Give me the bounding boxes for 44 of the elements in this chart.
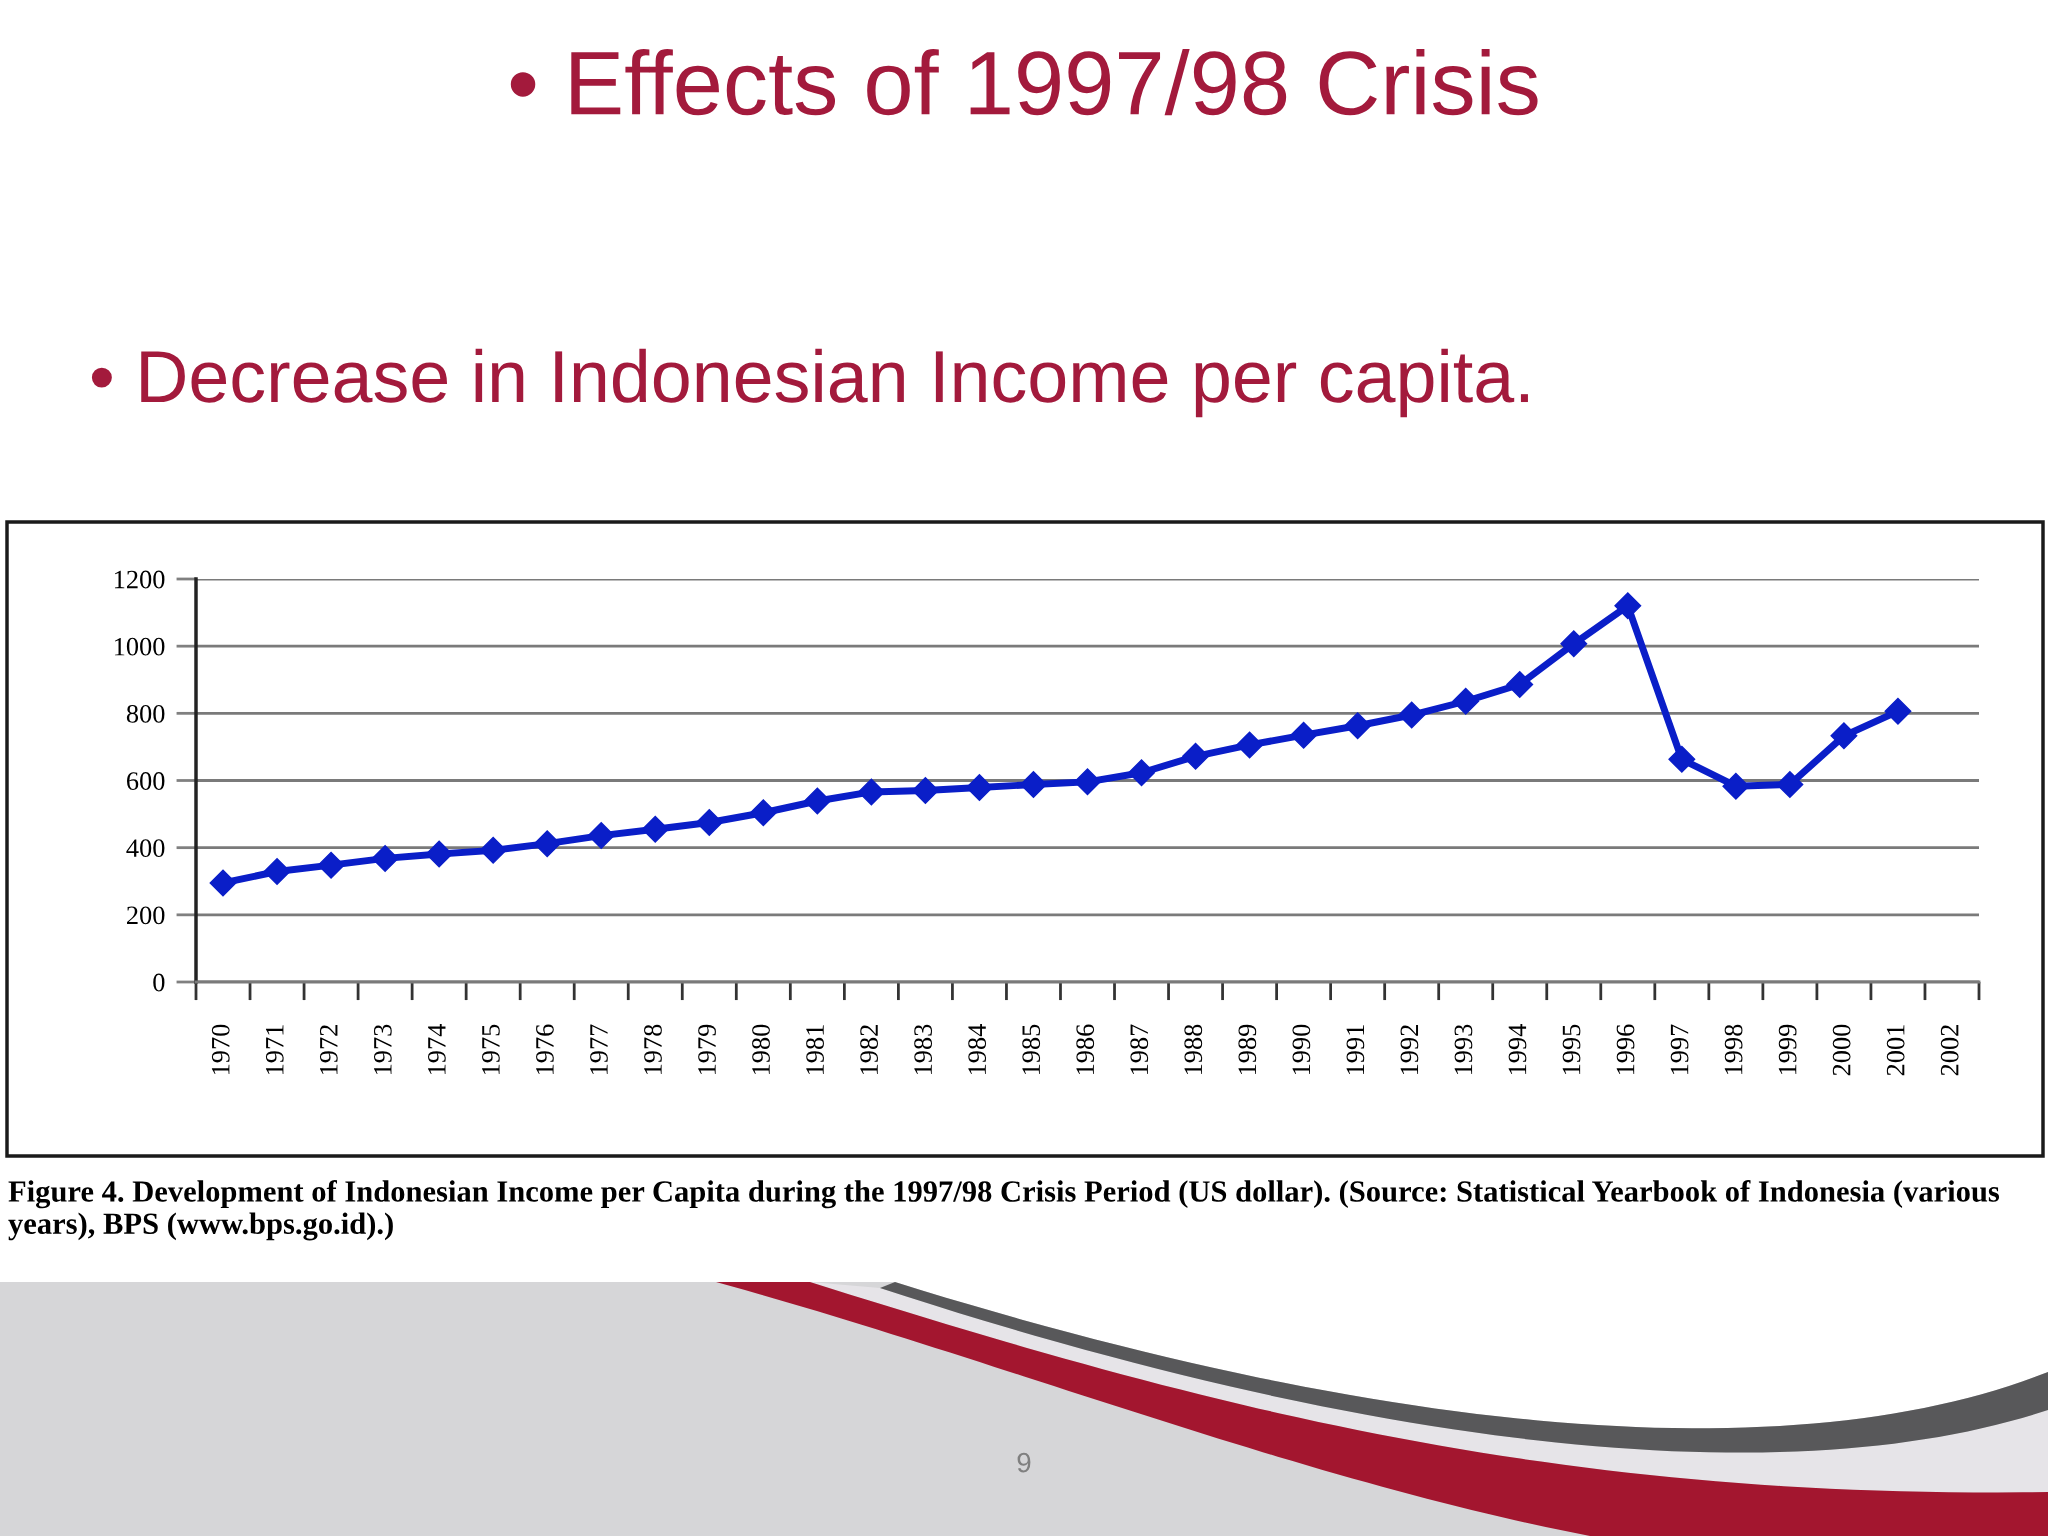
x-tick-label: 1981 [806,1025,824,1075]
y-tick-label: 200 [127,906,165,925]
x-tick-label: 1994 [1508,1024,1527,1075]
x-tick-label: 1972 [319,1025,338,1075]
x-tick-label: 1982 [860,1025,878,1075]
x-tick-label: 1984 [968,1024,987,1075]
x-tick-label: 1973 [373,1024,392,1075]
y-tick-label: 400 [126,839,165,858]
x-tick-label: 1995 [1562,1024,1581,1075]
x-tick-label: 1990 [1292,1024,1311,1075]
chart-title: • Effects of 1997/98 Crisis [510,48,1538,116]
x-tick-label: 1978 [644,1024,662,1075]
x-tick-label: 1997 [1670,1024,1689,1075]
x-tick-label: 1996 [1616,1024,1635,1075]
x-tick-label: 1988 [1184,1024,1203,1075]
x-tick-label: 1971 [265,1025,284,1075]
caption: Figure 4. Development of Indonesian Income per Capita during the 1997/98 Crisis Period (US dollar). (Source: Statistical Yearbook of Indonesia (various years), BPS (www.bps.go.id).) [8,1180,2000,1241]
x-tick-label: 1999 [1778,1024,1797,1075]
x-tick-label: 1989 [1238,1024,1257,1075]
y-tick-label: 1000 [114,637,165,656]
x-tick-label: 2001 [1886,1025,1905,1076]
x-tick-label: 1970 [211,1024,230,1075]
y-tick-label: 800 [126,704,165,723]
y-tick-label: 600 [127,772,165,790]
x-tick-label: 1975 [482,1024,500,1075]
x-tick-label: 1980 [752,1024,770,1075]
x-tick-label: 1983 [914,1024,933,1075]
x-tick-label: 1979 [698,1024,716,1075]
x-tick-label: 1974 [428,1024,446,1075]
x-tick-label: 1992 [1400,1025,1419,1075]
x-tick-label: 1986 [1076,1024,1095,1075]
chart-subtitle: • Decrease in Indonesian Income per capita. [91,348,1528,418]
x-tick-label: 1985 [1022,1024,1041,1075]
x-tick-label: 1993 [1454,1024,1473,1075]
text: 9 [1017,1452,1031,1473]
x-tick-label: 1976 [536,1024,554,1075]
x-tick-label: 1991 [1346,1025,1365,1075]
x-tick-label: 1998 [1724,1024,1743,1075]
x-tick-label: 2000 [1832,1024,1851,1076]
x-tick-label: 1977 [590,1024,608,1075]
y-tick-label: 1200 [114,570,165,589]
y-tick-label: 0 [153,973,165,992]
x-tick-label: 1987 [1130,1024,1149,1075]
x-tick-label: 2002 [1940,1025,1959,1076]
